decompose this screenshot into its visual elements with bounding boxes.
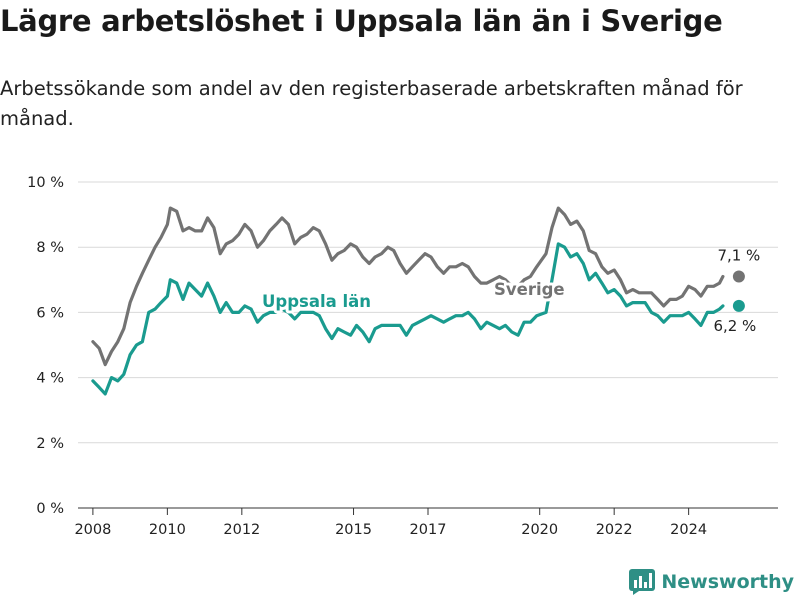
end-value-label-sverige: 7,1 % (717, 247, 760, 265)
x-tick-label: 2012 (223, 522, 260, 538)
chart-subtitle: Arbetssökande som andel av den registerb… (0, 77, 743, 130)
x-tick-label: 2008 (74, 522, 111, 538)
series-line-uppsala-lan (91, 242, 725, 396)
newsworthy-logo: Newsworthy (629, 569, 794, 595)
x-tick-label: 2022 (596, 522, 633, 538)
x-tick-label: 2015 (335, 522, 372, 538)
bar-chart-logo-icon (629, 569, 656, 595)
series-label-sverige: Sverige (494, 280, 565, 299)
x-tick-label: 2024 (670, 522, 707, 538)
series-label-uppsala-lan: Uppsala län (262, 292, 371, 311)
chart-title: Lägre arbetslöshet i Uppsala län än i Sv… (0, 4, 723, 38)
end-value-label-uppsala-lan: 6,2 % (713, 317, 756, 335)
end-point-sverige (732, 270, 745, 283)
gridlines (78, 181, 778, 444)
brand-name: Newsworthy (661, 571, 794, 593)
end-point-uppsala-lan (732, 299, 745, 312)
series-labels: Sverige Uppsala län 7,1 % 6,2 % (259, 247, 760, 335)
y-tick-label: 8 % (36, 240, 64, 256)
series-lines (91, 206, 745, 396)
x-tick-label: 2010 (149, 522, 186, 538)
y-tick-label: 6 % (36, 305, 64, 321)
y-tick-label: 2 % (36, 436, 64, 452)
y-tick-label: 4 % (36, 371, 64, 387)
x-tick-label: 2020 (521, 522, 558, 538)
series-line-sverige (91, 206, 725, 367)
y-tick-label: 0 % (36, 501, 64, 517)
y-tick-label: 10 % (27, 175, 64, 191)
x-tick-label: 2017 (410, 522, 447, 538)
axes: 0 % 2 % 4 % 6 % 8 % 10 % 2008 2010 2012 2015 2017 2… (27, 175, 778, 538)
